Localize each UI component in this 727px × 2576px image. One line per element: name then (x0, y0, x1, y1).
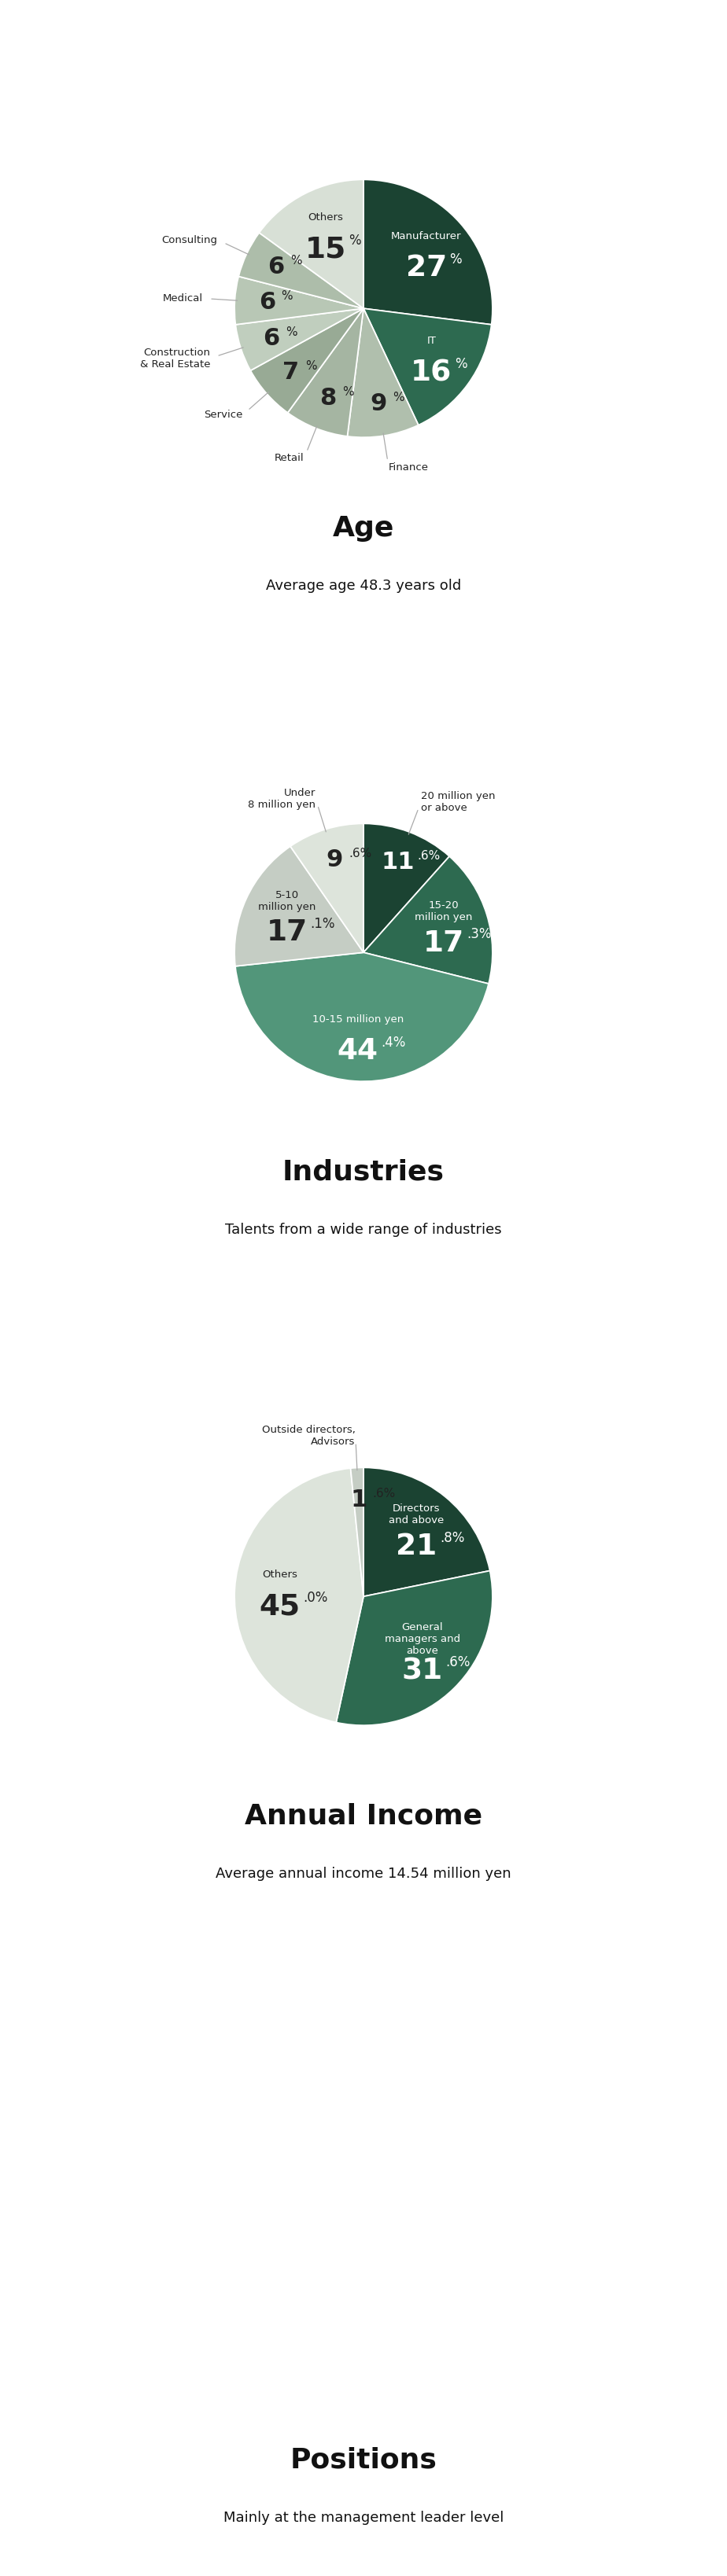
Wedge shape (235, 276, 364, 325)
Text: Consulting: Consulting (161, 234, 217, 245)
Text: %: % (454, 358, 467, 371)
Text: Average annual income 14.54 million yen: Average annual income 14.54 million yen (216, 1868, 511, 1880)
Text: 45: 45 (260, 1592, 300, 1620)
Text: 6: 6 (268, 255, 284, 278)
Text: 10-15 million yen: 10-15 million yen (312, 1015, 403, 1025)
Text: Annual Income: Annual Income (245, 1803, 482, 1829)
Wedge shape (336, 1571, 492, 1726)
Text: .0%: .0% (303, 1592, 328, 1605)
Wedge shape (290, 824, 364, 953)
Text: Directors
and above: Directors and above (389, 1504, 444, 1525)
Wedge shape (364, 855, 492, 984)
Text: 44: 44 (337, 1038, 378, 1066)
Text: 15: 15 (305, 234, 346, 263)
Text: %: % (342, 386, 353, 397)
Text: %: % (290, 255, 302, 268)
Wedge shape (235, 848, 364, 966)
Text: Industries: Industries (283, 1159, 444, 1185)
Text: Finance: Finance (389, 464, 429, 474)
Text: Age: Age (333, 515, 394, 541)
Text: .6%: .6% (417, 850, 441, 860)
Wedge shape (288, 309, 364, 435)
Text: .3%: .3% (467, 927, 491, 940)
Wedge shape (235, 1468, 364, 1723)
Text: Others: Others (262, 1569, 297, 1579)
Text: 15-20
million yen: 15-20 million yen (415, 899, 473, 922)
Text: %: % (305, 361, 317, 371)
Text: Average age 48.3 years old: Average age 48.3 years old (266, 580, 461, 592)
Text: Outside directors,
Advisors: Outside directors, Advisors (262, 1425, 356, 1448)
Wedge shape (348, 309, 419, 438)
Text: Manufacturer: Manufacturer (391, 232, 462, 242)
Text: 9: 9 (370, 392, 387, 415)
Text: 6: 6 (259, 291, 276, 314)
Wedge shape (364, 180, 492, 325)
Text: Construction
& Real Estate: Construction & Real Estate (140, 348, 210, 368)
Text: Talents from a wide range of industries: Talents from a wide range of industries (225, 1224, 502, 1236)
Text: Positions: Positions (290, 2447, 437, 2473)
Text: Medical: Medical (162, 294, 203, 304)
Text: General
managers and
above: General managers and above (385, 1623, 460, 1656)
Text: 6: 6 (263, 327, 280, 350)
Text: %: % (449, 252, 462, 265)
Text: Others: Others (308, 211, 343, 222)
Text: .6%: .6% (349, 848, 372, 860)
Wedge shape (236, 309, 364, 371)
Text: .8%: .8% (440, 1530, 465, 1546)
Wedge shape (364, 309, 491, 425)
Text: .6%: .6% (446, 1656, 470, 1669)
Text: 31: 31 (402, 1656, 443, 1685)
Wedge shape (259, 180, 364, 309)
Text: 5-10
million yen: 5-10 million yen (258, 889, 316, 912)
Text: %: % (281, 291, 293, 301)
Text: 11: 11 (381, 850, 414, 873)
Text: 16: 16 (411, 358, 452, 386)
Text: 7: 7 (283, 361, 300, 384)
Wedge shape (350, 1468, 364, 1597)
Text: 21: 21 (396, 1533, 437, 1561)
Wedge shape (236, 953, 489, 1082)
Text: Retail: Retail (275, 453, 304, 464)
Text: .1%: .1% (310, 917, 335, 930)
Text: %: % (393, 392, 404, 404)
Text: %: % (286, 327, 297, 337)
Text: Under
8 million yen: Under 8 million yen (248, 788, 316, 809)
Wedge shape (364, 824, 449, 953)
Text: 20 million yen
or above: 20 million yen or above (421, 791, 495, 814)
Wedge shape (238, 232, 364, 309)
Wedge shape (251, 309, 364, 412)
Text: 27: 27 (406, 255, 447, 283)
Wedge shape (364, 1468, 490, 1597)
Text: %: % (349, 234, 361, 247)
Text: Mainly at the management leader level: Mainly at the management leader level (223, 2512, 504, 2524)
Text: 1: 1 (350, 1489, 367, 1512)
Text: 8: 8 (320, 386, 337, 410)
Text: IT: IT (427, 335, 436, 345)
Text: 17: 17 (267, 920, 308, 948)
Text: Service: Service (204, 410, 243, 420)
Text: .4%: .4% (381, 1036, 406, 1048)
Text: .6%: .6% (373, 1486, 395, 1499)
Text: 9: 9 (326, 848, 343, 871)
Text: 17: 17 (423, 930, 464, 958)
